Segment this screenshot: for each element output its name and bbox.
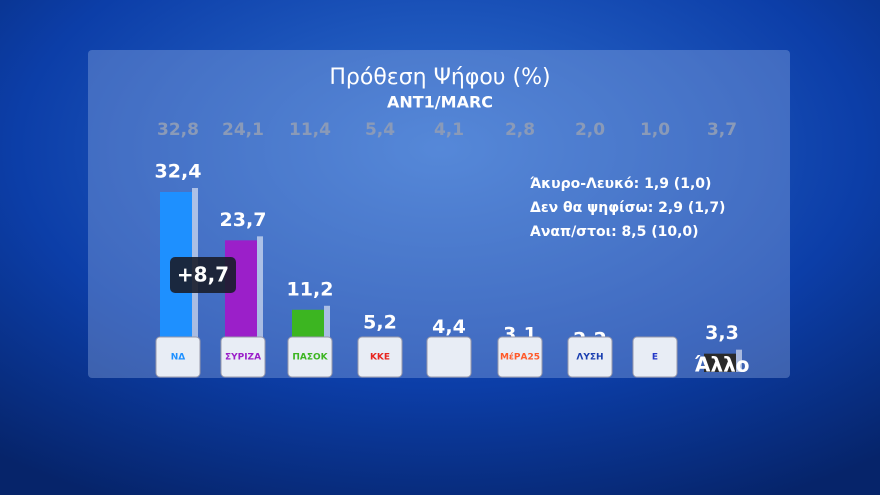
x-tick-label: ΣΥΡΙΖΑ bbox=[225, 353, 261, 363]
value-label: 32,4 bbox=[155, 161, 202, 183]
party-logo bbox=[497, 336, 543, 378]
previous-value: 4,1 bbox=[434, 120, 464, 140]
previous-value: 1,0 bbox=[640, 120, 670, 140]
previous-value: 3,7 bbox=[707, 120, 737, 140]
party-logo bbox=[220, 336, 266, 378]
bar-side bbox=[736, 349, 742, 372]
value-label: 3,3 bbox=[705, 322, 739, 344]
bar-side bbox=[257, 236, 263, 372]
party-logo bbox=[155, 336, 201, 378]
annotation-box bbox=[170, 257, 236, 293]
value-label: 11,2 bbox=[287, 278, 334, 300]
value-label: 5,2 bbox=[363, 312, 397, 334]
value-label: 23,7 bbox=[220, 209, 267, 231]
bar bbox=[704, 353, 736, 372]
note: Δεν θα ψηφίσω: 2,9 (1,7) bbox=[530, 200, 725, 216]
previous-value: 32,8 bbox=[157, 120, 199, 140]
previous-value: 5,4 bbox=[365, 120, 395, 140]
previous-value: 24,1 bbox=[222, 120, 264, 140]
chart-title: Πρόθεση Ψήφου (%) bbox=[329, 65, 550, 90]
note: Άκυρο-Λευκό: 1,9 (1,0) bbox=[530, 176, 711, 192]
x-tick-label: ΜέΡΑ25 bbox=[500, 352, 540, 363]
party-logo bbox=[632, 336, 678, 378]
annotation: +8,7 bbox=[177, 263, 229, 287]
party-logo bbox=[357, 336, 403, 378]
x-tick-label: ΝΔ bbox=[171, 353, 186, 363]
panel bbox=[88, 50, 790, 378]
previous-value: 11,4 bbox=[289, 120, 331, 140]
party-logo bbox=[567, 336, 613, 378]
x-tick-label: ΚΚΕ bbox=[370, 353, 390, 363]
x-tick-label: ΠΑΣΟΚ bbox=[292, 353, 328, 363]
previous-value: 2,8 bbox=[505, 120, 535, 140]
party-logo bbox=[287, 336, 333, 378]
x-tick-label: Ε bbox=[652, 353, 658, 363]
chart-subtitle: ANT1/MARC bbox=[387, 93, 493, 112]
x-tick-label: Άλλο bbox=[695, 353, 750, 377]
value-label: 4,4 bbox=[432, 316, 466, 338]
note: Αναπ/στοι: 8,5 (10,0) bbox=[530, 224, 699, 240]
previous-value: 2,0 bbox=[575, 120, 605, 140]
party-logo bbox=[426, 336, 472, 378]
x-tick-label: ΛΥΣΗ bbox=[576, 353, 603, 363]
